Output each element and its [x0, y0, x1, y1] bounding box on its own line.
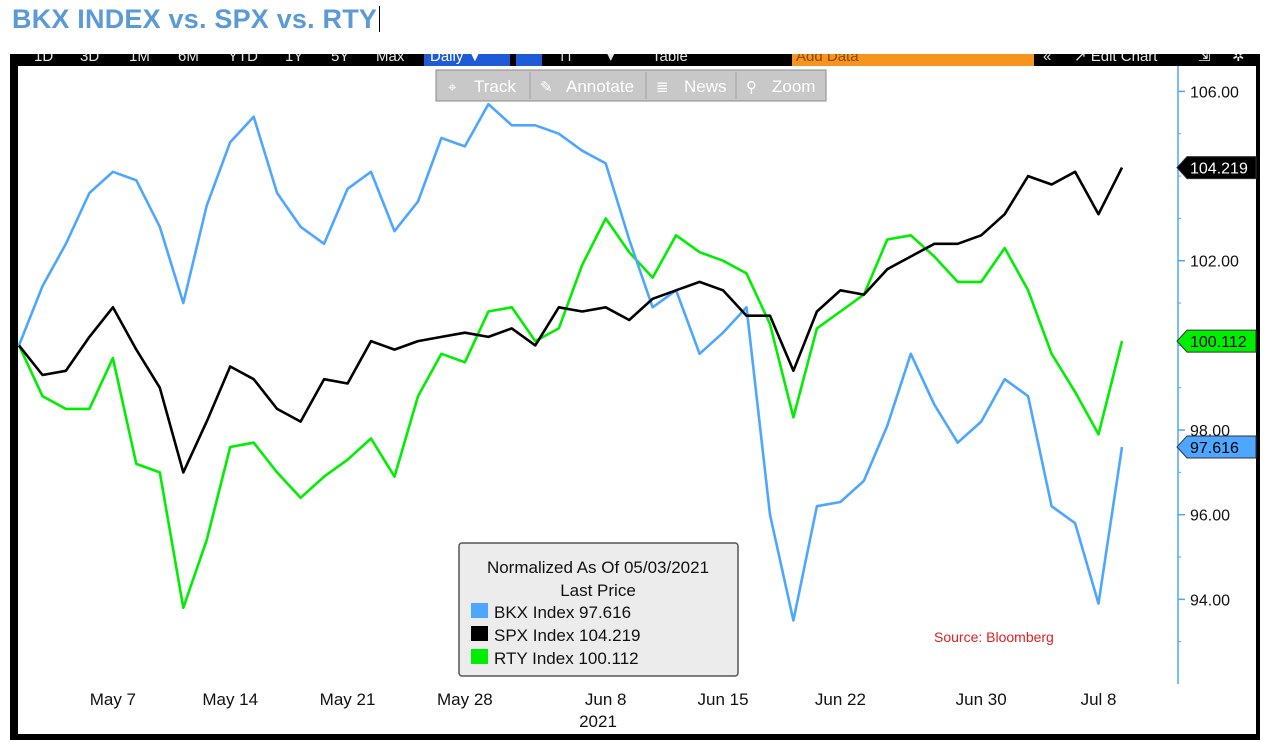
y-tick-label: 106.00: [1190, 84, 1239, 101]
toolbar: 1D 3D 1M 6M YTD 1Y 5Y Max Daily ▼ ⊓ ▾ Ta…: [10, 54, 1260, 66]
table-button[interactable]: Table: [652, 54, 688, 65]
annotate-label: Annotate: [566, 77, 634, 96]
period-6m-button[interactable]: 6M: [178, 54, 199, 65]
export-icon[interactable]: ⇲: [1198, 54, 1211, 65]
period-1y-button[interactable]: 1Y: [285, 54, 304, 65]
x-tick-label: Jun 15: [698, 690, 749, 709]
text-cursor: [379, 6, 381, 32]
source-note: Source: Bloomberg: [934, 629, 1054, 645]
bookmark-icon[interactable]: ⊓: [560, 54, 572, 65]
zoom-button[interactable]: ⚲ Zoom: [746, 77, 815, 96]
y-tick-label: 94.00: [1190, 592, 1230, 609]
legend-entry-spx: SPX Index 104.219: [494, 626, 641, 645]
period-ytd-button[interactable]: YTD: [228, 54, 258, 65]
edit-chart-button[interactable]: ↗ Edit Chart: [1074, 54, 1157, 66]
y-tick-label: 96.00: [1190, 508, 1230, 525]
add-data-input[interactable]: Add Data: [792, 54, 1034, 66]
value-tag-label: 100.112: [1190, 334, 1247, 351]
x-tick-label: May 21: [320, 690, 376, 709]
x-tick-label: May 28: [437, 690, 493, 709]
zoom-label: Zoom: [772, 77, 815, 96]
x-tick-label: May 7: [90, 690, 136, 709]
legend-entry-rty: RTY Index 100.112: [494, 649, 639, 668]
period-1d-button[interactable]: 1D: [34, 54, 54, 65]
series-line-bkx: [17, 102, 1124, 622]
legend-subheader: Last Price: [560, 581, 636, 600]
news-icon: ≣: [656, 78, 669, 96]
value-tag-label: 97.616: [1190, 440, 1239, 457]
chart-type-icon[interactable]: [516, 54, 542, 66]
value-tag-spx: [1176, 156, 1257, 180]
x-tick-label: Jun 22: [815, 690, 866, 709]
x-tick-label: Jun 8: [585, 690, 627, 709]
legend-swatch-spx: [471, 626, 488, 641]
period-3d-button[interactable]: 3D: [80, 54, 100, 65]
period-1m-button[interactable]: 1M: [129, 54, 150, 65]
crosshair-icon: ⌖: [448, 78, 457, 96]
track-button[interactable]: ⌖ Track: [448, 77, 516, 96]
x-year-label: 2021: [579, 712, 617, 731]
pencil-icon: ✎: [540, 78, 553, 96]
frequency-dropdown[interactable]: Daily ▼: [424, 54, 510, 66]
x-axis-panel: [18, 684, 1256, 734]
chart-tools-bar: ⌖ Track ✎ Annotate ≣ News ⚲ Zoom: [435, 69, 827, 102]
gear-icon[interactable]: ✲: [1232, 54, 1245, 65]
x-tick-label: May 14: [202, 690, 258, 709]
track-label: Track: [474, 77, 516, 96]
x-tick-label: Jul 8: [1081, 690, 1117, 709]
legend: Normalized As Of 05/03/2021 Last Price B…: [458, 542, 739, 677]
collapse-icon[interactable]: «: [1043, 54, 1052, 65]
period-max-button[interactable]: Max: [376, 54, 405, 65]
series-line-spx: [17, 167, 1124, 474]
legend-entry-bkx: BKX Index 97.616: [494, 603, 631, 622]
value-tag-bkx: [1176, 435, 1257, 459]
value-tag-rty: [1176, 329, 1257, 353]
news-label: News: [684, 77, 727, 96]
legend-swatch-bkx: [471, 603, 488, 618]
x-tick-label: Jun 30: [956, 690, 1007, 709]
legend-header: Normalized As Of 05/03/2021: [487, 558, 709, 577]
value-tag-label: 104.219: [1190, 161, 1248, 178]
magnifier-icon: ⚲: [746, 78, 757, 96]
y-tick-label: 102.00: [1190, 254, 1239, 271]
series-line-rty: [17, 217, 1124, 610]
chart-title: BKX INDEX vs. SPX vs. RTY: [12, 4, 381, 35]
news-button[interactable]: ≣ News: [656, 77, 727, 96]
caret-down-icon[interactable]: ▾: [607, 54, 615, 65]
annotate-button[interactable]: ✎ Annotate: [540, 77, 634, 96]
legend-swatch-rty: [471, 649, 488, 664]
edit-chart-label: Edit Chart: [1090, 54, 1158, 65]
period-5y-button[interactable]: 5Y: [331, 54, 350, 65]
